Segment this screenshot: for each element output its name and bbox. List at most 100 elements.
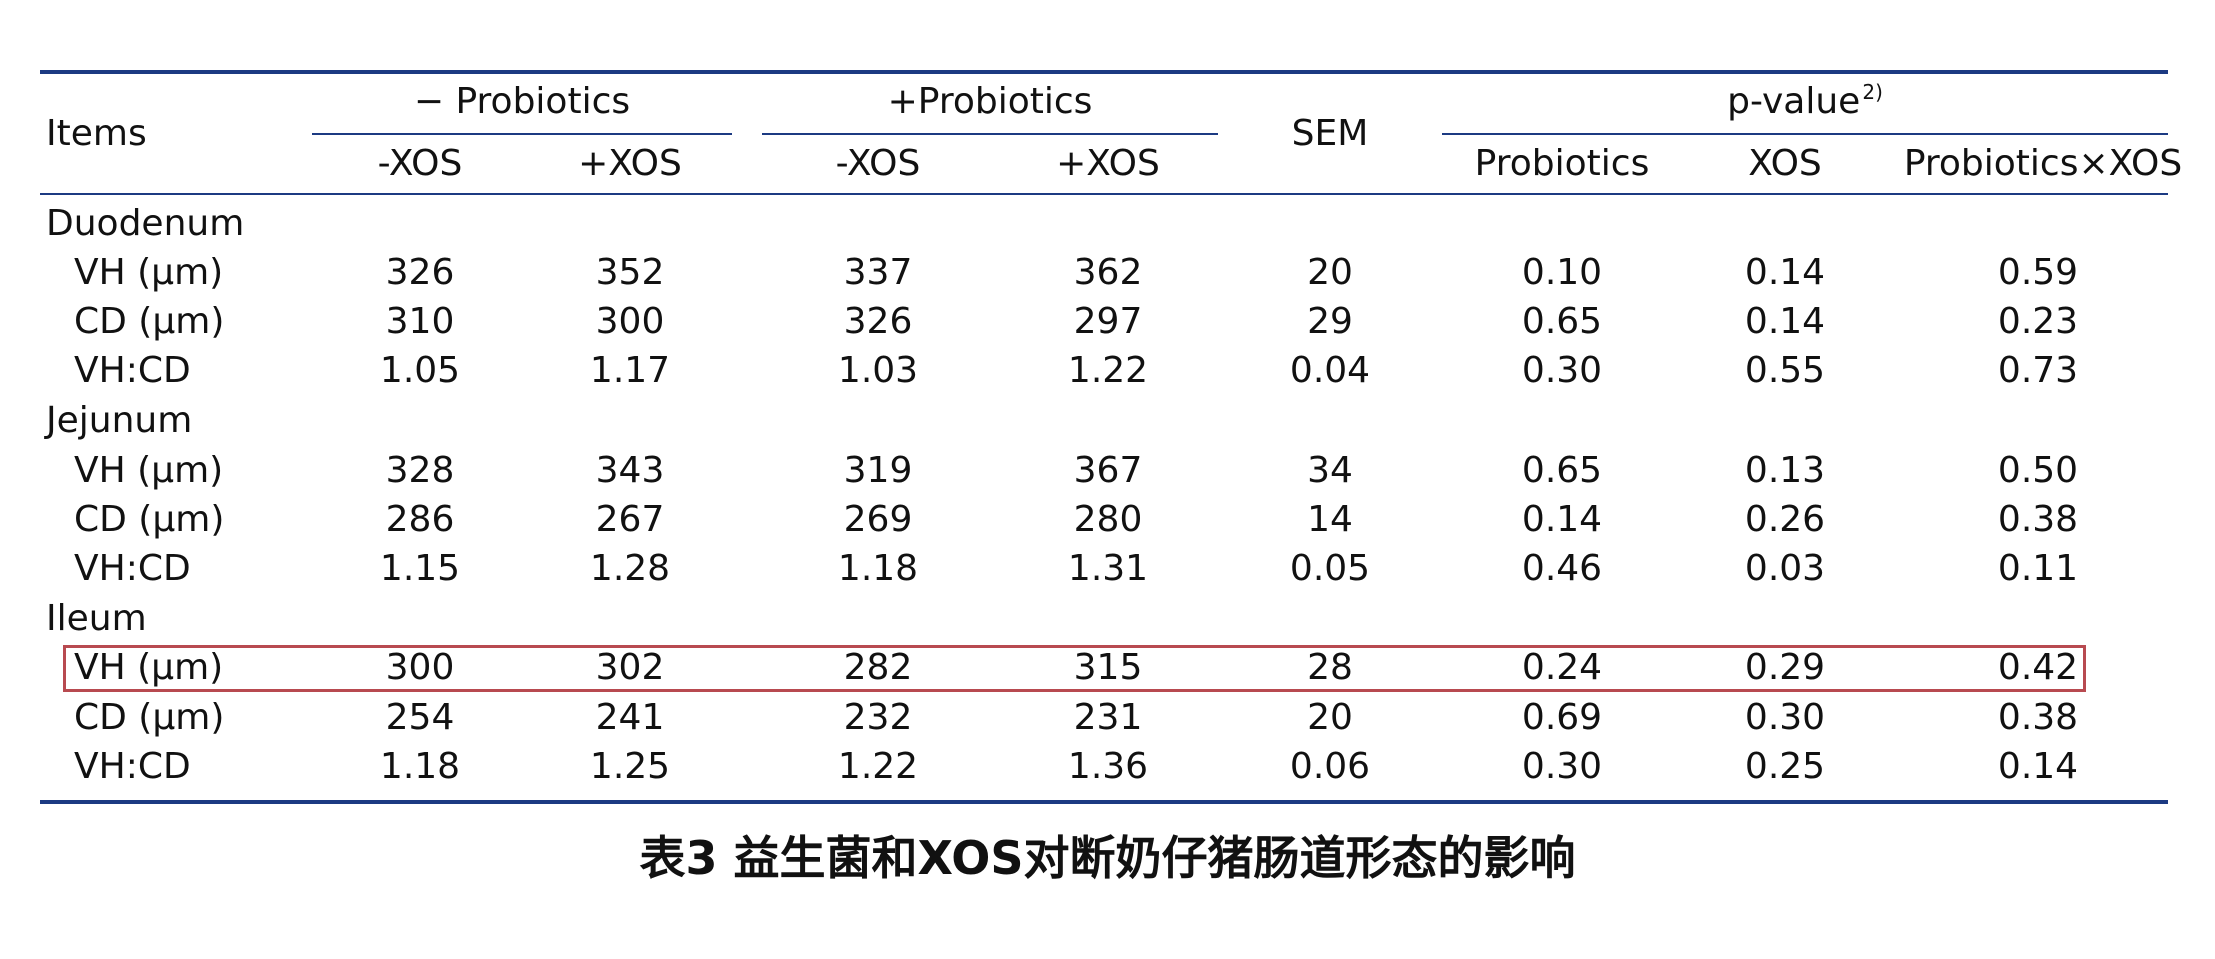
table-cell: 0.13 bbox=[1744, 450, 1826, 491]
subheader-p-xos: XOS bbox=[1748, 143, 1822, 184]
table-cell: 0.10 bbox=[1521, 252, 1603, 293]
table-header-rule bbox=[40, 193, 2168, 195]
table-cell: 0.65 bbox=[1521, 450, 1603, 491]
table-cell: 362 bbox=[1073, 252, 1143, 293]
pvalue-footnote-ref: 2) bbox=[1862, 80, 1883, 104]
table-cell: 300 bbox=[595, 301, 665, 342]
table-caption: 表3 益生菌和XOS对断奶仔猪肠道形态的影响 bbox=[639, 831, 1576, 885]
table-cell: 1.05 bbox=[379, 350, 461, 391]
pos-probiotics-group-rule bbox=[762, 133, 1218, 135]
table-cell: 0.14 bbox=[1744, 301, 1826, 342]
header-sem: SEM bbox=[1291, 113, 1369, 154]
table-bottom-rule bbox=[40, 800, 2168, 804]
subheader-neg-xos: -XOS bbox=[377, 143, 463, 184]
table-cell: 0.50 bbox=[1997, 450, 2079, 491]
subheader-pos-xos: +XOS bbox=[1056, 143, 1160, 184]
table-cell: 0.46 bbox=[1521, 548, 1603, 589]
row-item-label: VH (μm) bbox=[74, 450, 224, 491]
table-cell: 0.42 bbox=[1997, 647, 2079, 688]
table-top-rule bbox=[40, 70, 2168, 74]
row-item-label: CD (μm) bbox=[74, 499, 225, 540]
table-cell: 328 bbox=[385, 450, 455, 491]
table-cell: 319 bbox=[843, 450, 913, 491]
table-cell: 232 bbox=[843, 697, 913, 738]
neg-probiotics-group-rule bbox=[312, 133, 732, 135]
table-cell: 0.73 bbox=[1997, 350, 2079, 391]
table-cell: 20 bbox=[1307, 252, 1353, 293]
table-cell: 241 bbox=[595, 697, 665, 738]
table-cell: 0.14 bbox=[1997, 746, 2079, 787]
table-cell: 0.23 bbox=[1997, 301, 2079, 342]
header-pos-probiotics: +Probiotics bbox=[887, 81, 1093, 122]
table-cell: 1.15 bbox=[379, 548, 461, 589]
table-cell: 1.28 bbox=[589, 548, 671, 589]
table-cell: 0.29 bbox=[1744, 647, 1826, 688]
table-cell: 0.25 bbox=[1744, 746, 1826, 787]
table-cell: 1.22 bbox=[1067, 350, 1149, 391]
table-cell: 326 bbox=[385, 252, 455, 293]
row-item-label: VH:CD bbox=[74, 350, 191, 391]
table-cell: 0.26 bbox=[1744, 499, 1826, 540]
table-cell: 286 bbox=[385, 499, 455, 540]
table-cell: 282 bbox=[843, 647, 913, 688]
table-cell: 254 bbox=[385, 697, 455, 738]
row-item-label: VH (μm) bbox=[74, 647, 224, 688]
table-cell: 302 bbox=[595, 647, 665, 688]
table-cell: 0.30 bbox=[1521, 350, 1603, 391]
section-label-ileum: Ileum bbox=[46, 598, 147, 639]
table-cell: 1.31 bbox=[1067, 548, 1149, 589]
row-item-label: CD (μm) bbox=[74, 301, 225, 342]
highlight-box bbox=[63, 645, 2086, 692]
table-cell: 0.55 bbox=[1744, 350, 1826, 391]
table-cell: 1.22 bbox=[837, 746, 919, 787]
subheader-p-interaction: Probiotics×XOS bbox=[1903, 143, 2183, 184]
subheader-p-probiotics: Probiotics bbox=[1474, 143, 1650, 184]
table-cell: 231 bbox=[1073, 697, 1143, 738]
row-item-label: VH:CD bbox=[74, 548, 191, 589]
table-cell: 14 bbox=[1307, 499, 1353, 540]
table-cell: 297 bbox=[1073, 301, 1143, 342]
subheader-neg-xos: -XOS bbox=[835, 143, 921, 184]
table-cell: 1.18 bbox=[379, 746, 461, 787]
header-neg-probiotics: − Probiotics bbox=[413, 81, 631, 122]
table-cell: 1.03 bbox=[837, 350, 919, 391]
table-cell: 280 bbox=[1073, 499, 1143, 540]
table-cell: 34 bbox=[1307, 450, 1353, 491]
table-cell: 0.06 bbox=[1289, 746, 1371, 787]
subheader-pos-xos: +XOS bbox=[578, 143, 682, 184]
table-cell: 267 bbox=[595, 499, 665, 540]
table-cell: 0.65 bbox=[1521, 301, 1603, 342]
header-pvalue: p-value 2) bbox=[1442, 80, 2168, 122]
table-cell: 1.18 bbox=[837, 548, 919, 589]
table-cell: 326 bbox=[843, 301, 913, 342]
table-cell: 1.25 bbox=[589, 746, 671, 787]
table-cell: 20 bbox=[1307, 697, 1353, 738]
table-cell: 0.14 bbox=[1744, 252, 1826, 293]
table-cell: 29 bbox=[1307, 301, 1353, 342]
table-cell: 0.30 bbox=[1744, 697, 1826, 738]
table-cell: 0.11 bbox=[1997, 548, 2079, 589]
section-label-jejunum: Jejunum bbox=[46, 400, 193, 441]
table-cell: 315 bbox=[1073, 647, 1143, 688]
table-cell: 0.59 bbox=[1997, 252, 2079, 293]
header-pvalue-label: p-value bbox=[1727, 81, 1861, 122]
table-cell: 300 bbox=[385, 647, 455, 688]
table-cell: 0.14 bbox=[1521, 499, 1603, 540]
table-cell: 1.17 bbox=[589, 350, 671, 391]
section-label-duodenum: Duodenum bbox=[46, 203, 245, 244]
table-cell: 343 bbox=[595, 450, 665, 491]
pvalue-group-rule bbox=[1442, 133, 2168, 135]
table-cell: 352 bbox=[595, 252, 665, 293]
table-cell: 28 bbox=[1307, 647, 1353, 688]
table-cell: 269 bbox=[843, 499, 913, 540]
table-cell: 310 bbox=[385, 301, 455, 342]
table-cell: 0.30 bbox=[1521, 746, 1603, 787]
table-cell: 0.38 bbox=[1997, 499, 2079, 540]
table-cell: 0.03 bbox=[1744, 548, 1826, 589]
table-cell: 367 bbox=[1073, 450, 1143, 491]
table-cell: 0.38 bbox=[1997, 697, 2079, 738]
table-cell: 0.04 bbox=[1289, 350, 1371, 391]
row-item-label: VH:CD bbox=[74, 746, 191, 787]
table-cell: 0.05 bbox=[1289, 548, 1371, 589]
